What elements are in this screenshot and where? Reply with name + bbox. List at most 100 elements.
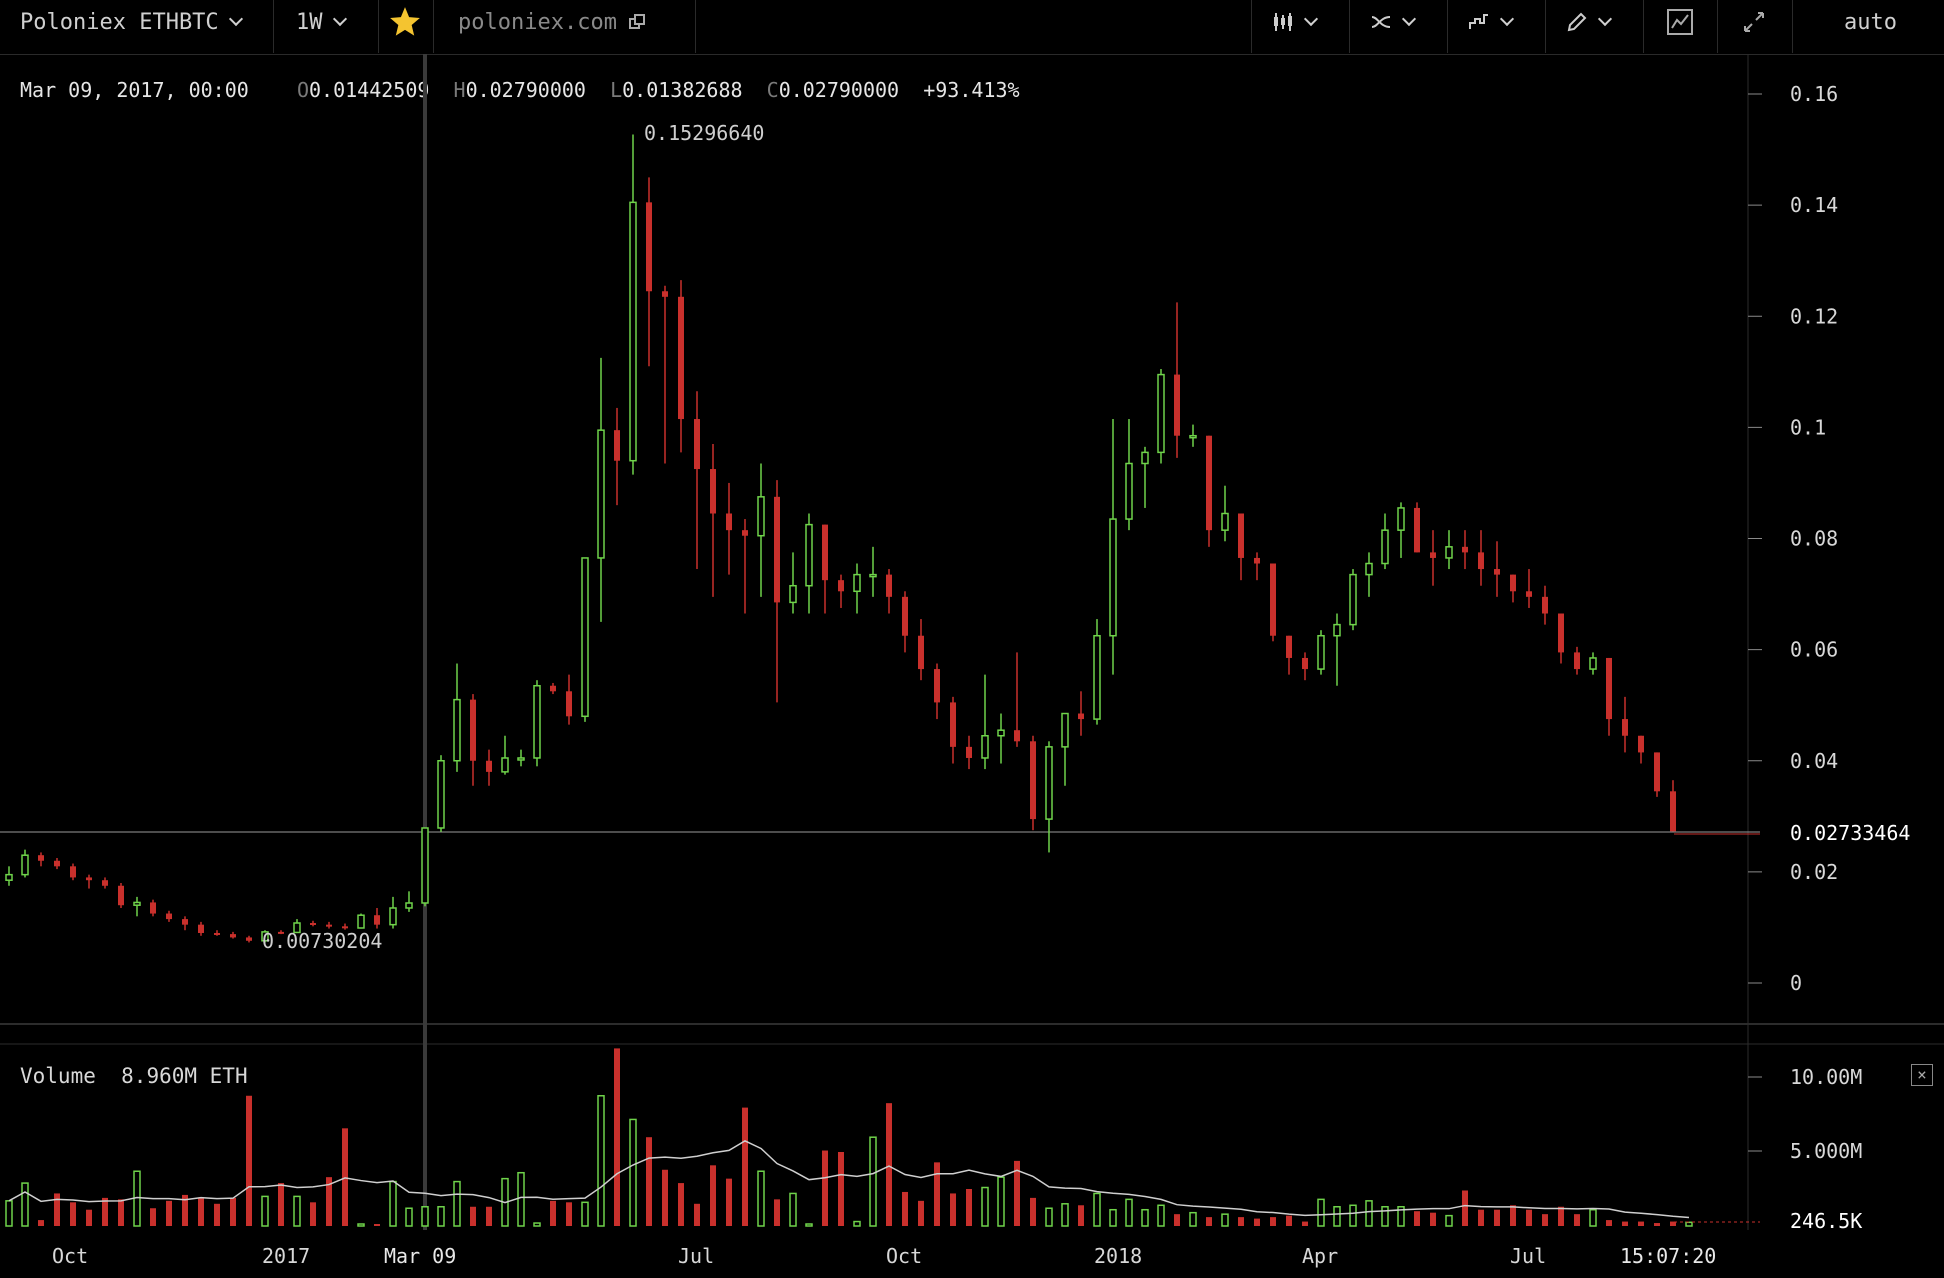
legend-open-value: 0.01442509 <box>309 78 430 102</box>
candle-body <box>1061 712 1069 748</box>
toolbar-divider <box>273 0 274 53</box>
volume-bar <box>517 1171 525 1227</box>
candle-body <box>54 860 60 867</box>
candle-body <box>1238 513 1244 558</box>
chart-properties-button[interactable] <box>1666 0 1694 44</box>
chevron-down-icon <box>1401 11 1417 27</box>
candle-body <box>742 530 748 536</box>
candle-body <box>805 523 813 587</box>
candle-body <box>70 866 76 878</box>
candle-body <box>1189 434 1197 439</box>
legend-date: Mar 09, 2017, 00:00 <box>20 78 249 102</box>
volume-bar <box>214 1203 220 1226</box>
volume-bar <box>293 1195 301 1227</box>
legend-high-value: 0.02790000 <box>465 78 586 102</box>
compare-button[interactable] <box>1468 0 1515 44</box>
candle-body <box>981 734 989 759</box>
legend-low-value: 0.01382688 <box>622 78 743 102</box>
candle-body <box>1109 518 1117 637</box>
favorite-button[interactable] <box>388 0 422 44</box>
volume-bar <box>1670 1221 1676 1226</box>
candle-body <box>1558 613 1564 653</box>
volume-bar <box>853 1220 861 1227</box>
volume-bar <box>486 1206 492 1226</box>
candle-body <box>710 469 716 514</box>
candle-body <box>757 496 765 537</box>
candle-body <box>694 419 700 470</box>
candle-body <box>1254 557 1260 564</box>
close-volume-icon[interactable]: × <box>1911 1064 1933 1086</box>
candle-body <box>966 746 972 758</box>
candle-body <box>182 919 188 925</box>
volume-bar <box>533 1222 541 1227</box>
volume-bar <box>389 1180 397 1227</box>
toolbar-divider <box>1251 0 1252 53</box>
volume-bar <box>102 1197 108 1226</box>
toolbar-divider <box>378 0 379 53</box>
candle-body <box>1589 657 1597 670</box>
volume-bar <box>1206 1217 1212 1226</box>
y-tick-label: 0.02 <box>1790 860 1838 884</box>
volume-bar <box>198 1197 204 1226</box>
candle-body <box>918 635 924 670</box>
candle-body <box>950 702 956 747</box>
volume-bar <box>869 1136 877 1227</box>
chevron-down-icon <box>1303 11 1319 27</box>
toolbar-divider <box>1792 0 1793 53</box>
volume-bar <box>1302 1221 1308 1226</box>
volume-bar <box>886 1103 892 1226</box>
volume-ma-line <box>8 1140 1690 1219</box>
candle-body <box>342 926 348 929</box>
volume-bar <box>278 1183 284 1226</box>
volume-bar <box>421 1206 429 1227</box>
candle-body <box>1270 563 1276 636</box>
volume-bar <box>1445 1214 1453 1227</box>
volume-bar <box>581 1201 589 1227</box>
volume-bar <box>1510 1205 1516 1226</box>
volume-bar <box>342 1128 348 1226</box>
time-label: 15:07:20 <box>1620 1244 1716 1268</box>
external-link-icon <box>628 14 645 29</box>
candle-body <box>1462 546 1468 553</box>
top-toolbar: Poloniex ETHBTC 1W poloniex.com <box>0 0 1944 55</box>
interval-selector[interactable]: 1W <box>296 0 347 44</box>
candle-body <box>1622 719 1628 736</box>
legend-change: +93.413% <box>923 78 1020 102</box>
source-link[interactable]: poloniex.com <box>458 0 647 44</box>
candle-body <box>566 691 572 717</box>
candle-body <box>166 913 172 920</box>
candle-body <box>1221 512 1229 531</box>
candle-body <box>453 698 461 762</box>
candle-body <box>597 429 605 559</box>
candle-body <box>726 513 732 531</box>
scale-mode-button[interactable]: auto <box>1844 0 1897 44</box>
candle-body <box>1302 657 1308 670</box>
volume-bar <box>1365 1200 1373 1227</box>
candle-body <box>1078 713 1084 720</box>
chart-type-button[interactable] <box>1272 0 1319 44</box>
candle-body <box>822 524 828 581</box>
x-tick-label: Oct <box>886 1244 922 1268</box>
candle-body <box>5 873 13 881</box>
volume-bar <box>614 1048 620 1226</box>
drawing-button[interactable] <box>1566 0 1613 44</box>
candle-body <box>902 596 908 636</box>
candle-body <box>310 922 316 925</box>
candle-body <box>550 685 556 692</box>
fullscreen-button[interactable] <box>1742 0 1766 44</box>
indicators-button[interactable] <box>1370 0 1417 44</box>
volume-bar <box>38 1220 44 1226</box>
candle-body <box>437 760 445 829</box>
volume-bar <box>21 1182 29 1227</box>
volume-bar <box>310 1202 316 1226</box>
candle-body <box>869 573 877 578</box>
volume-bar <box>70 1202 76 1226</box>
volume-bar <box>1317 1198 1325 1227</box>
volume-bar <box>1045 1207 1053 1227</box>
volume-bar <box>1221 1213 1229 1227</box>
volume-bar <box>1558 1206 1564 1226</box>
symbol-selector[interactable]: Poloniex ETHBTC <box>20 0 243 44</box>
volume-bar <box>1030 1197 1036 1226</box>
crosshair-date-label: Mar 09 <box>384 1244 456 1268</box>
